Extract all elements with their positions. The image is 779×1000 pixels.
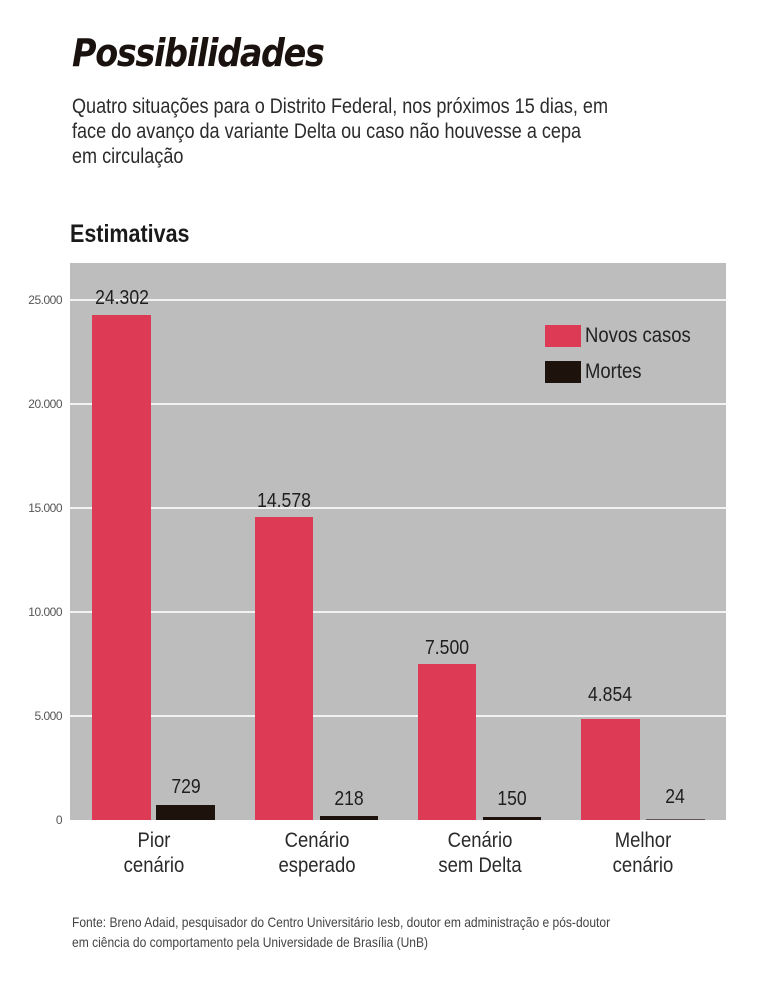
gridline xyxy=(70,299,726,301)
gridline xyxy=(70,715,726,717)
bar-novos-casos xyxy=(255,517,313,820)
value-label: 218 xyxy=(334,788,364,810)
value-label: 4.854 xyxy=(587,684,633,706)
category-label: Cenário esperado xyxy=(251,828,383,878)
y-tick: 5.000 xyxy=(34,709,62,723)
value-label: 7.500 xyxy=(424,637,470,659)
gridline xyxy=(70,611,726,613)
gridline xyxy=(70,507,726,509)
section-title: Estimativas xyxy=(70,220,190,248)
category-label: Pior cenário xyxy=(88,828,220,878)
y-tick: 15.000 xyxy=(28,501,62,515)
gridline xyxy=(70,403,726,405)
category-label: Cenário sem Delta xyxy=(414,828,546,878)
y-tick: 25.000 xyxy=(28,293,62,307)
y-tick: 20.000 xyxy=(28,397,62,411)
category-line: Cenário xyxy=(284,829,350,852)
value-label: 24 xyxy=(665,786,685,808)
value-label: 14.578 xyxy=(257,490,311,512)
category-line: Melhor xyxy=(614,829,672,852)
y-tick: 10.000 xyxy=(28,605,62,619)
category-line: sem Delta xyxy=(438,854,522,877)
bar-novos-casos xyxy=(92,315,151,820)
category-line: Cenário xyxy=(447,829,513,852)
source-line: Fonte: Breno Adaid, pesquisador do Centr… xyxy=(72,914,611,930)
source-note: Fonte: Breno Adaid, pesquisador do Centr… xyxy=(72,912,726,952)
legend-item-mortes: Mortes xyxy=(545,354,705,390)
bar-novos-casos xyxy=(418,664,476,820)
legend-swatch-novos-casos xyxy=(545,325,581,347)
bar-novos-casos xyxy=(581,719,640,820)
legend: Novos casos Mortes xyxy=(545,318,705,390)
category-line: Pior xyxy=(137,829,171,852)
bar-mortes xyxy=(483,817,541,820)
category-label: Melhor cenário xyxy=(577,828,709,878)
y-tick: 0 xyxy=(55,813,63,827)
value-label: 729 xyxy=(171,776,201,798)
chart-title: Possibilidades xyxy=(72,31,325,75)
legend-swatch-mortes xyxy=(545,361,581,383)
subtitle-line: em circulação xyxy=(72,145,184,168)
value-label: 150 xyxy=(497,788,527,810)
legend-label: Novos casos xyxy=(585,324,691,347)
source-line: em ciência do comportamento pela Univers… xyxy=(72,934,429,950)
chart-subtitle: Quatro situações para o Distrito Federal… xyxy=(72,94,691,169)
legend-label: Mortes xyxy=(585,360,642,383)
subtitle-line: Quatro situações para o Distrito Federal… xyxy=(72,95,609,118)
value-label: 24.302 xyxy=(95,287,149,309)
category-line: cenário xyxy=(123,854,185,877)
legend-item-novos-casos: Novos casos xyxy=(545,318,705,354)
category-line: esperado xyxy=(278,854,356,877)
bar-mortes xyxy=(646,819,705,820)
subtitle-line: face do avanço da variante Delta ou caso… xyxy=(72,120,582,143)
category-line: cenário xyxy=(612,854,674,877)
bar-mortes xyxy=(156,805,215,820)
bar-mortes xyxy=(320,816,378,820)
